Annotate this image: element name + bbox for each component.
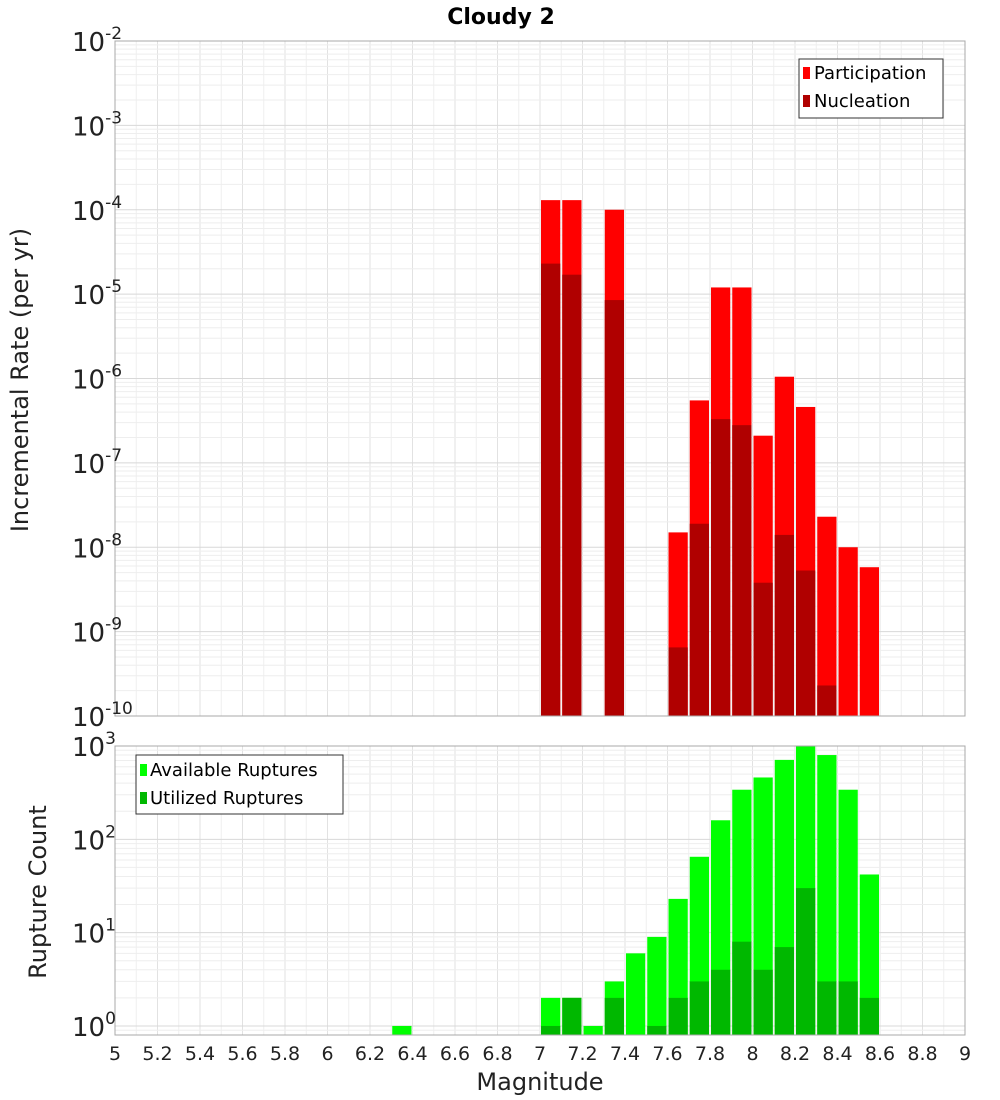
x-tick-label: 7.8 [695, 1043, 725, 1065]
top-nucleation-bar [689, 523, 709, 716]
bottom-available-ruptures-bar [626, 953, 646, 1035]
x-tick-label: 6.4 [397, 1043, 427, 1065]
y-tick-label: 10-4 [72, 193, 122, 227]
top-nucleation-bar [753, 582, 773, 716]
top-nucleation-bar [711, 419, 731, 716]
bottom-utilized-ruptures-bar [732, 941, 752, 1035]
top-nucleation-bar [604, 300, 624, 716]
legend-swatch-participation [803, 67, 810, 79]
y-tick-label: 10-8 [72, 530, 122, 564]
x-tick-label: 5.2 [142, 1043, 172, 1065]
x-axis-label: Magnitude [476, 1068, 603, 1096]
bottom-y-axis-label: Rupture Count [24, 805, 52, 979]
top-nucleation-bar [796, 570, 816, 716]
top-legend: Participation Nucleation [798, 58, 944, 119]
bottom-legend: Available Ruptures Utilized Ruptures [135, 754, 344, 815]
top-grid [114, 41, 966, 717]
x-tick-label: 8 [746, 1043, 758, 1065]
bottom-available-ruptures-bar [392, 1025, 412, 1035]
x-tick-label: 6.6 [440, 1043, 470, 1065]
top-participation-bar [817, 516, 837, 716]
legend-label-available: Available Ruptures [150, 760, 318, 781]
x-tick-label: 9 [959, 1043, 971, 1065]
top-nucleation-bar [668, 647, 688, 716]
x-tick-label: 5 [109, 1043, 121, 1065]
x-tick-label: 7.2 [567, 1043, 597, 1065]
top-nucleation-bar [732, 425, 752, 716]
top-participation-bar [859, 567, 879, 716]
x-tick-label: 6.8 [482, 1043, 512, 1065]
y-tick-label: 100 [72, 1009, 116, 1043]
x-tick-label: 6.2 [355, 1043, 385, 1065]
bottom-utilized-ruptures-bar [604, 997, 624, 1035]
y-tick-label: 10-6 [72, 362, 122, 396]
top-y-tick-labels: 10-2 10-3 10-4 10-5 10-6 10-7 10-8 10-9 10-10 [72, 24, 133, 733]
y-tick-label: 101 [72, 916, 116, 950]
y-tick-label: 10-10 [72, 699, 133, 733]
bottom-legend-box [135, 754, 344, 815]
bottom-bars [392, 746, 879, 1035]
x-tick-label: 5.8 [270, 1043, 300, 1065]
x-tick-label: 6 [321, 1043, 333, 1065]
bottom-available-ruptures-bar [817, 755, 837, 1035]
bottom-utilized-ruptures-bar [647, 1025, 667, 1035]
x-tick-label: 8.2 [780, 1043, 810, 1065]
chart-title: Cloudy 2 [447, 5, 555, 30]
bottom-utilized-ruptures-bar [838, 981, 858, 1035]
bottom-utilized-ruptures-bar [817, 981, 837, 1035]
x-tick-label: 8.4 [822, 1043, 852, 1065]
y-tick-label: 10-3 [72, 108, 122, 142]
legend-label-nucleation: Nucleation [814, 91, 910, 112]
y-tick-label: 10-5 [72, 277, 122, 311]
legend-swatch-nucleation [803, 95, 810, 107]
bottom-utilized-ruptures-bar [562, 997, 582, 1035]
bottom-available-ruptures-bar [838, 789, 858, 1035]
top-bars [541, 200, 879, 716]
bottom-utilized-ruptures-bar [774, 947, 794, 1035]
legend-swatch-utilized [140, 792, 147, 804]
bottom-utilized-ruptures-bar [689, 981, 709, 1035]
x-tick-label: 5.4 [185, 1043, 215, 1065]
x-tick-label: 5.6 [227, 1043, 257, 1065]
bottom-available-ruptures-bar [541, 997, 561, 1035]
top-nucleation-bar [562, 274, 582, 716]
bottom-plot-border [114, 745, 966, 1036]
bottom-utilized-ruptures-bar [753, 969, 773, 1035]
x-tick-labels: 5 5.2 5.4 5.6 5.8 6 6.2 6.4 6.6 6.8 7 7.2 7.4 7.6 7.8 8… [109, 1043, 971, 1065]
bottom-utilized-ruptures-bar [796, 888, 816, 1035]
x-tick-label: 7.4 [610, 1043, 640, 1065]
top-nucleation-bar [541, 263, 561, 716]
legend-swatch-available [140, 764, 147, 776]
x-tick-label: 7.6 [652, 1043, 682, 1065]
top-plot-border [114, 40, 966, 717]
bottom-utilized-ruptures-bar [541, 1025, 561, 1035]
top-nucleation-bar [774, 534, 794, 716]
bottom-utilized-ruptures-bar [668, 997, 688, 1035]
top-y-axis-label: Incremental Rate (per yr) [6, 228, 34, 532]
y-tick-label: 10-7 [72, 446, 122, 480]
top-legend-box [798, 58, 944, 119]
y-tick-label: 103 [72, 729, 116, 763]
bottom-y-tick-labels: 103 102 101 100 [72, 729, 116, 1043]
bottom-available-ruptures-bar [647, 936, 667, 1035]
y-tick-label: 10-9 [72, 615, 122, 649]
x-tick-label: 8.6 [865, 1043, 895, 1065]
top-nucleation-bar [817, 685, 837, 716]
y-tick-label: 10-2 [72, 24, 122, 58]
y-tick-label: 102 [72, 822, 116, 856]
legend-label-participation: Participation [814, 63, 926, 84]
legend-label-utilized: Utilized Ruptures [150, 788, 303, 809]
bottom-available-ruptures-bar [859, 874, 879, 1035]
x-tick-label: 7 [534, 1043, 546, 1065]
bottom-utilized-ruptures-bar [859, 997, 879, 1035]
bottom-utilized-ruptures-bar [711, 969, 731, 1035]
top-participation-bar [838, 547, 858, 716]
bottom-available-ruptures-bar [583, 1025, 603, 1035]
x-tick-label: 8.8 [907, 1043, 937, 1065]
